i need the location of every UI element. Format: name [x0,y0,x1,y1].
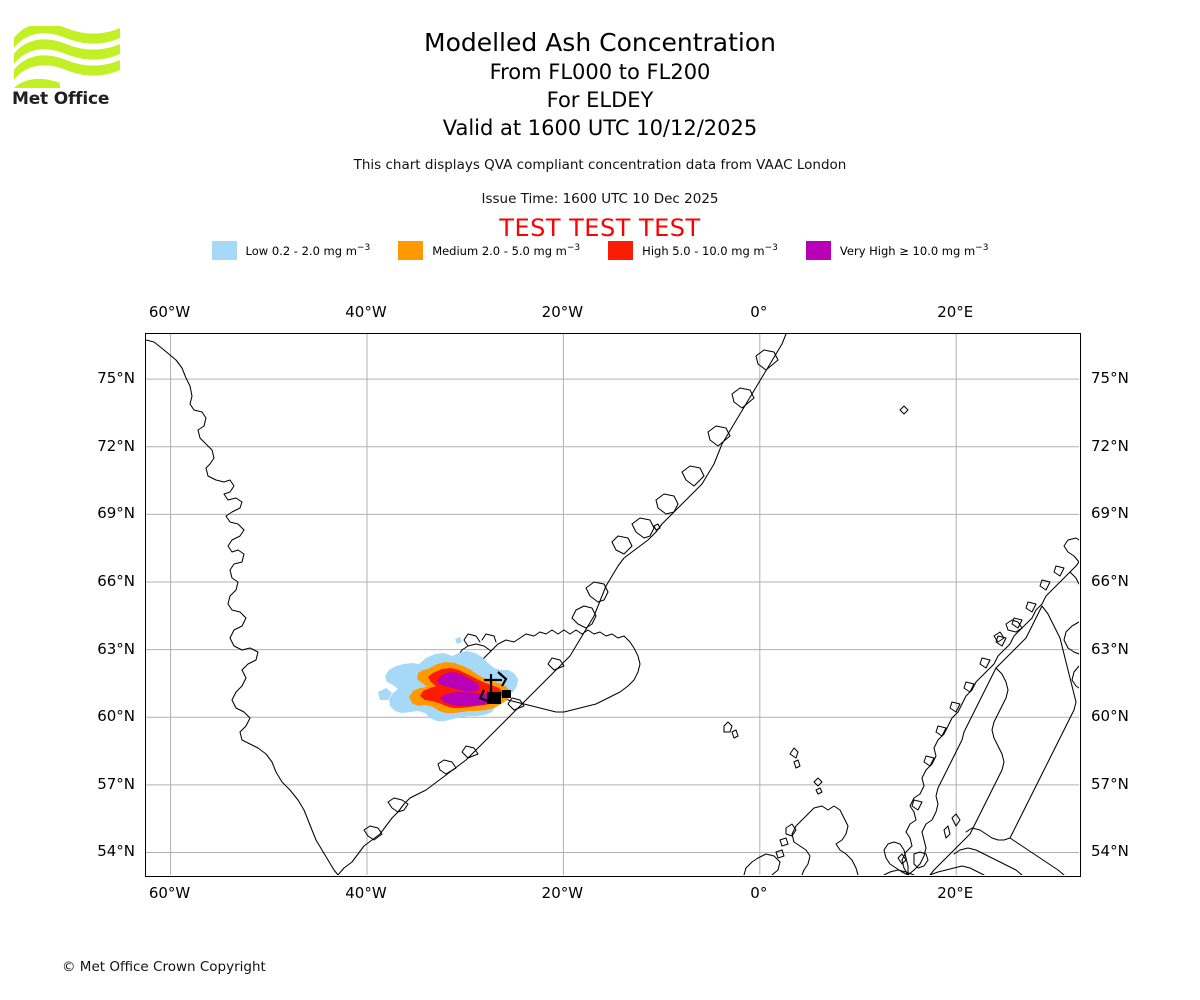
legend-item-low: Low 0.2 - 2.0 mg m−3 [211,241,371,260]
y-tick-left-2: 69°N [97,504,135,523]
chart-description: This chart displays QVA compliant concen… [353,157,847,173]
test-banner: TEST TEST TEST [499,214,701,242]
x-tick-bottom-1: 40°W [345,884,387,902]
legend-label-medium: Medium 2.0 - 5.0 mg m−3 [432,243,581,258]
met-office-logo-text: Met Office [12,89,110,109]
y-tick-left-0: 75°N [97,369,135,388]
legend-swatch-medium [398,241,424,260]
flight-level-range: From FL000 to FL200 [489,60,711,84]
y-tick-left-6: 57°N [97,774,135,793]
legend-swatch-very-high [805,241,831,260]
x-tick-top-2: 20°W [541,303,584,321]
legend-swatch-high [608,241,634,260]
x-tick-bottom-4: 20°E [937,884,974,902]
met-office-wave-mark [14,26,120,88]
y-tick-right-0: 75°N [1091,369,1129,388]
x-tick-bottom-2: 20°W [541,884,584,902]
source-marker-box-2 [502,690,511,698]
x-tick-top-0: 60°W [148,303,191,321]
copyright-notice: © Met Office Crown Copyright [62,959,266,975]
valid-time: Valid at 1600 UTC 10/12/2025 [442,116,758,140]
y-tick-left-5: 60°N [97,707,135,726]
map-gridlines [146,334,1079,875]
coastline-paths [146,334,1079,875]
met-office-logo: Met Office [12,26,122,111]
plume-low-speck [455,637,462,644]
x-tick-bottom-3: 0° [750,884,768,902]
legend-label-high: High 5.0 - 10.0 mg m−3 [642,243,778,258]
source-marker-box [487,692,501,704]
legend-label-very-high: Very High ≥ 10.0 mg m−3 [839,243,989,258]
plume-very-high-lower [440,692,498,706]
y-tick-right-2: 69°N [1091,504,1129,523]
plume-low-tail [378,688,392,700]
volcano-name: For ELDEY [546,88,654,112]
y-tick-left-4: 63°N [97,639,135,658]
y-tick-right-1: 72°N [1091,436,1129,455]
issue-time: Issue Time: 1600 UTC 10 Dec 2025 [481,191,719,207]
x-tick-top-1: 40°W [345,303,387,321]
ash-concentration-map[interactable] [145,333,1081,877]
legend-label-low: Low 0.2 - 2.0 mg m−3 [245,243,371,258]
x-tick-top-4: 20°E [937,303,974,321]
y-tick-left-7: 54°N [97,842,135,861]
concentration-legend: Low 0.2 - 2.0 mg m−3 Medium 2.0 - 5.0 mg… [0,241,1200,260]
legend-swatch-low [211,241,237,260]
map-canvas [146,334,1079,875]
ash-plume-contours [378,637,518,721]
page-title-block: Modelled Ash Concentration From FL000 to… [0,28,1200,142]
legend-item-high: High 5.0 - 10.0 mg m−3 [608,241,778,260]
y-tick-right-3: 66°N [1091,571,1129,590]
y-tick-right-7: 54°N [1091,842,1129,861]
legend-item-very-high: Very High ≥ 10.0 mg m−3 [805,241,989,260]
y-tick-left-3: 66°N [97,571,135,590]
plume-very-high-upper [437,672,479,692]
y-tick-right-4: 63°N [1091,639,1129,658]
y-tick-right-6: 57°N [1091,774,1129,793]
legend-item-medium: Medium 2.0 - 5.0 mg m−3 [398,241,580,260]
x-tick-bottom-0: 60°W [148,884,191,902]
x-tick-top-3: 0° [750,303,768,321]
page-title: Modelled Ash Concentration [424,28,776,57]
y-tick-left-1: 72°N [97,436,135,455]
map-plot-frame [145,333,1081,877]
y-tick-right-5: 60°N [1091,707,1129,726]
